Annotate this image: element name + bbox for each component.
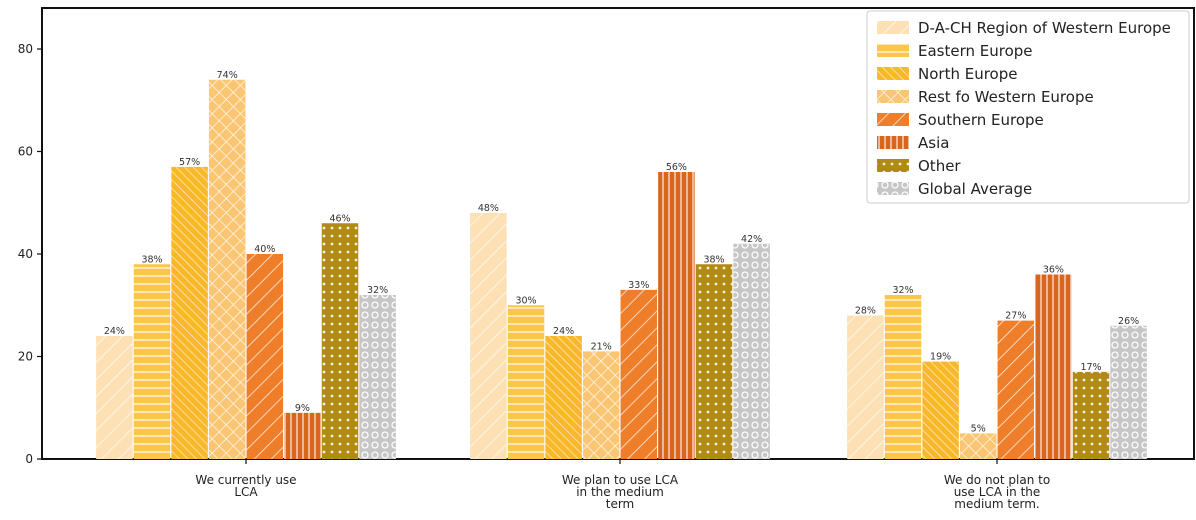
data-label: 46% [329, 213, 350, 224]
bar-hatch [359, 295, 396, 459]
data-label: 28% [855, 306, 876, 317]
y-tick-label: 40 [18, 247, 33, 261]
legend-box [866, 10, 1190, 204]
bars-group: 24% 48% 28% 38% 30% 32% 57% 24% 19% 74% 21% 5% 40% 33… [96, 70, 1147, 459]
y-tick-label: 80 [18, 42, 33, 56]
legend-swatch-hatch [877, 113, 909, 126]
legend-swatch-hatch [877, 44, 909, 57]
series-other: 46% 38% 17% [321, 213, 1110, 459]
legend-label: Other [918, 157, 961, 175]
bar-hatch [997, 320, 1035, 459]
bar-hatch [620, 289, 658, 459]
data-label: 9% [295, 403, 310, 414]
data-label: 32% [367, 285, 388, 296]
bar-hatch [733, 243, 770, 459]
data-label: 36% [1043, 265, 1064, 276]
bar-hatch [658, 172, 695, 459]
legend: D-A-CH Region of Western Europe Eastern E… [866, 10, 1190, 204]
bar-hatch [959, 433, 997, 459]
y-tick-label: 60 [18, 145, 33, 159]
legend-swatch-hatch [877, 67, 909, 80]
y-tick-label: 20 [18, 350, 33, 364]
bar-hatch [1110, 325, 1147, 459]
legend-label: Rest fo Western Europe [918, 88, 1094, 106]
bar-hatch [884, 295, 922, 459]
legend-item-asia: Asia [877, 134, 949, 152]
bar-hatch [545, 336, 582, 459]
x-axis: We currently use LCA We plan to use LCA in … [195, 459, 1050, 511]
bar-hatch [507, 305, 545, 459]
series-southern-europe: 40% 33% 27% [246, 244, 1035, 459]
x-category-label: We do not plan to use LCA in the medium te… [944, 473, 1050, 511]
bar-hatch [470, 213, 507, 459]
series-eastern-europe: 38% 30% 32% [133, 254, 922, 459]
legend-label: Southern Europe [918, 111, 1044, 129]
x-category-label: We plan to use LCA in the medium term [562, 473, 679, 511]
series-global-average: 32% 42% 26% [359, 234, 1147, 459]
x-category-label: We currently use LCA [195, 473, 296, 499]
legend-item-rest-fo-western-europe: Rest fo Western Europe [877, 88, 1094, 106]
legend-item-southern-europe: Southern Europe [877, 111, 1044, 129]
bar-hatch [133, 264, 171, 459]
data-label: 5% [971, 423, 986, 434]
data-label: 30% [515, 295, 536, 306]
data-label: 42% [741, 234, 762, 245]
data-label: 56% [666, 162, 687, 173]
bar-hatch [847, 315, 884, 459]
legend-label: Asia [918, 134, 949, 152]
legend-swatch-hatch [877, 136, 909, 149]
bar-hatch [1035, 274, 1072, 459]
data-label: 57% [179, 157, 200, 168]
data-label: 21% [591, 341, 612, 352]
legend-swatch-hatch [877, 21, 909, 34]
series-rest-fo-western-europe: 74% 21% 5% [208, 70, 997, 459]
series-asia: 9% 56% 36% [284, 162, 1072, 459]
data-label: 38% [141, 254, 162, 265]
data-label: 24% [104, 326, 125, 337]
bar-hatch [246, 254, 284, 459]
data-label: 48% [478, 203, 499, 214]
data-label: 27% [1005, 311, 1026, 322]
data-label: 33% [628, 280, 649, 291]
legend-item-global-average: Global Average [877, 180, 1032, 198]
bar-hatch [582, 351, 620, 459]
series-d-a-ch-region-of-western-europe: 24% 48% 28% [96, 203, 884, 459]
data-label: 26% [1118, 316, 1139, 327]
bar-hatch [284, 412, 321, 459]
legend-label: Global Average [918, 180, 1032, 198]
legend-item-d-a-ch-region-of-western-europe: D-A-CH Region of Western Europe [877, 19, 1171, 37]
bar-hatch [1072, 371, 1110, 459]
bar-hatch [171, 166, 208, 459]
series-north-europe: 57% 24% 19% [171, 157, 959, 459]
bar-hatch [96, 336, 133, 459]
legend-item-other: Other [877, 157, 961, 175]
y-tick-label: 0 [25, 452, 33, 466]
data-label: 17% [1080, 362, 1101, 373]
data-label: 24% [553, 326, 574, 337]
legend-swatch-hatch [877, 159, 909, 172]
data-label: 40% [254, 244, 275, 255]
legend-label: North Europe [918, 65, 1017, 83]
bar-hatch [695, 264, 733, 459]
data-label: 38% [703, 254, 724, 265]
legend-item-north-europe: North Europe [877, 65, 1017, 83]
data-label: 32% [892, 285, 913, 296]
bar-hatch [208, 79, 246, 459]
y-axis: 0 20 40 60 80 [18, 42, 42, 466]
data-label: 19% [930, 352, 951, 363]
legend-item-eastern-europe: Eastern Europe [877, 42, 1033, 60]
legend-label: D-A-CH Region of Western Europe [918, 19, 1171, 37]
legend-swatch-hatch [877, 90, 909, 103]
bar-hatch [922, 361, 959, 459]
legend-swatch-hatch [877, 182, 909, 195]
legend-label: Eastern Europe [918, 42, 1033, 60]
data-label: 74% [217, 70, 238, 81]
bar-hatch [321, 223, 359, 459]
